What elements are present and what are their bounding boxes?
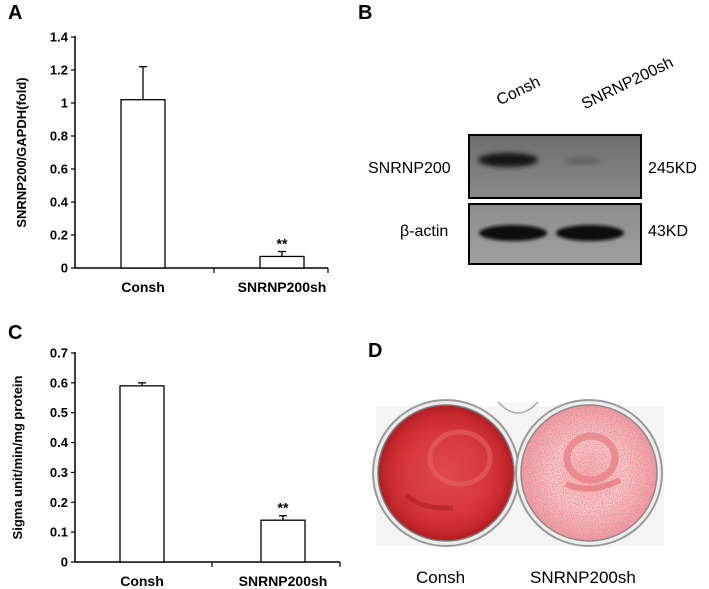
y-tick-label: 0 — [61, 261, 68, 276]
well-consh — [377, 404, 515, 542]
blot-size-43kd: 43KD — [648, 223, 689, 240]
bar — [259, 255, 305, 269]
panel-label-b: B — [358, 2, 373, 24]
significance-label: ** — [278, 500, 289, 516]
chart-c: 0 0.1 0.2 0.3 0.4 0.5 0.6 0.7 Consh ** SNRNP200sh S… — [10, 346, 341, 589]
y-tick-label: 1 — [61, 96, 68, 111]
chart-a: 0 0.2 0.4 0.6 0.8 1 1.2 1.4 Consh ** SNRNP200sh SNR… — [14, 30, 329, 295]
blot-protein-snrnp200: SNRNP200 — [368, 160, 451, 177]
band-actin-consh — [479, 225, 547, 241]
y-tick-label: 0 — [61, 555, 68, 570]
category-label: SNRNP200sh — [238, 279, 327, 295]
band-snrnp200-snrnp200sh — [565, 158, 601, 164]
blot-image — [468, 134, 642, 265]
y-tick-label: 0.5 — [50, 405, 68, 420]
plate-label-snrnp200sh: SNRNP200sh — [530, 568, 636, 587]
category-label: Consh — [120, 573, 164, 589]
band-actin-snrnp200sh — [556, 225, 624, 241]
plates-image — [368, 370, 668, 550]
bar — [119, 385, 165, 563]
blot-protein-beta-actin: β-actin — [400, 223, 449, 240]
blot-size-245kd: 245KD — [648, 160, 697, 177]
plate-label-consh: Consh — [416, 568, 466, 587]
category-label: SNRNP200sh — [239, 573, 328, 589]
y-tick-label: 0.4 — [50, 195, 69, 210]
bar — [260, 519, 306, 563]
y-tick-label: 0.4 — [50, 435, 69, 450]
y-tick-label: 1.4 — [50, 30, 69, 45]
y-tick-label: 0.8 — [50, 129, 68, 144]
y-tick-label: 0.2 — [50, 495, 68, 510]
lane-label-snrnp200sh: SNRNP200sh — [579, 54, 677, 114]
category-label: Consh — [121, 279, 165, 295]
y-tick-label: 0.6 — [50, 375, 68, 390]
y-tick-label: 0.3 — [50, 465, 68, 480]
blot-box-snrnp200 — [468, 134, 642, 199]
panel-label-d: D — [368, 340, 383, 362]
y-tick-label: 0.2 — [50, 228, 68, 243]
y-tick-label: 1.2 — [50, 63, 68, 78]
y-axis-label: Sigma unit/min/mg protein — [10, 375, 25, 539]
significance-label: ** — [277, 236, 288, 252]
panel-label-a: A — [8, 2, 23, 24]
band-snrnp200-consh — [478, 153, 538, 167]
y-axis-label: SNRNP200/GAPDH(fold) — [14, 77, 29, 227]
y-tick-label: 0.6 — [50, 162, 68, 177]
lane-label-consh: Consh — [494, 73, 544, 110]
western-blot-panel: Consh SNRNP200sh SNRNP200 245KD β-actin … — [360, 40, 709, 280]
y-tick-label: 0.1 — [50, 525, 68, 540]
y-tick-label: 0.7 — [50, 346, 68, 361]
panel-label-c: C — [8, 322, 23, 344]
bar — [120, 99, 166, 269]
